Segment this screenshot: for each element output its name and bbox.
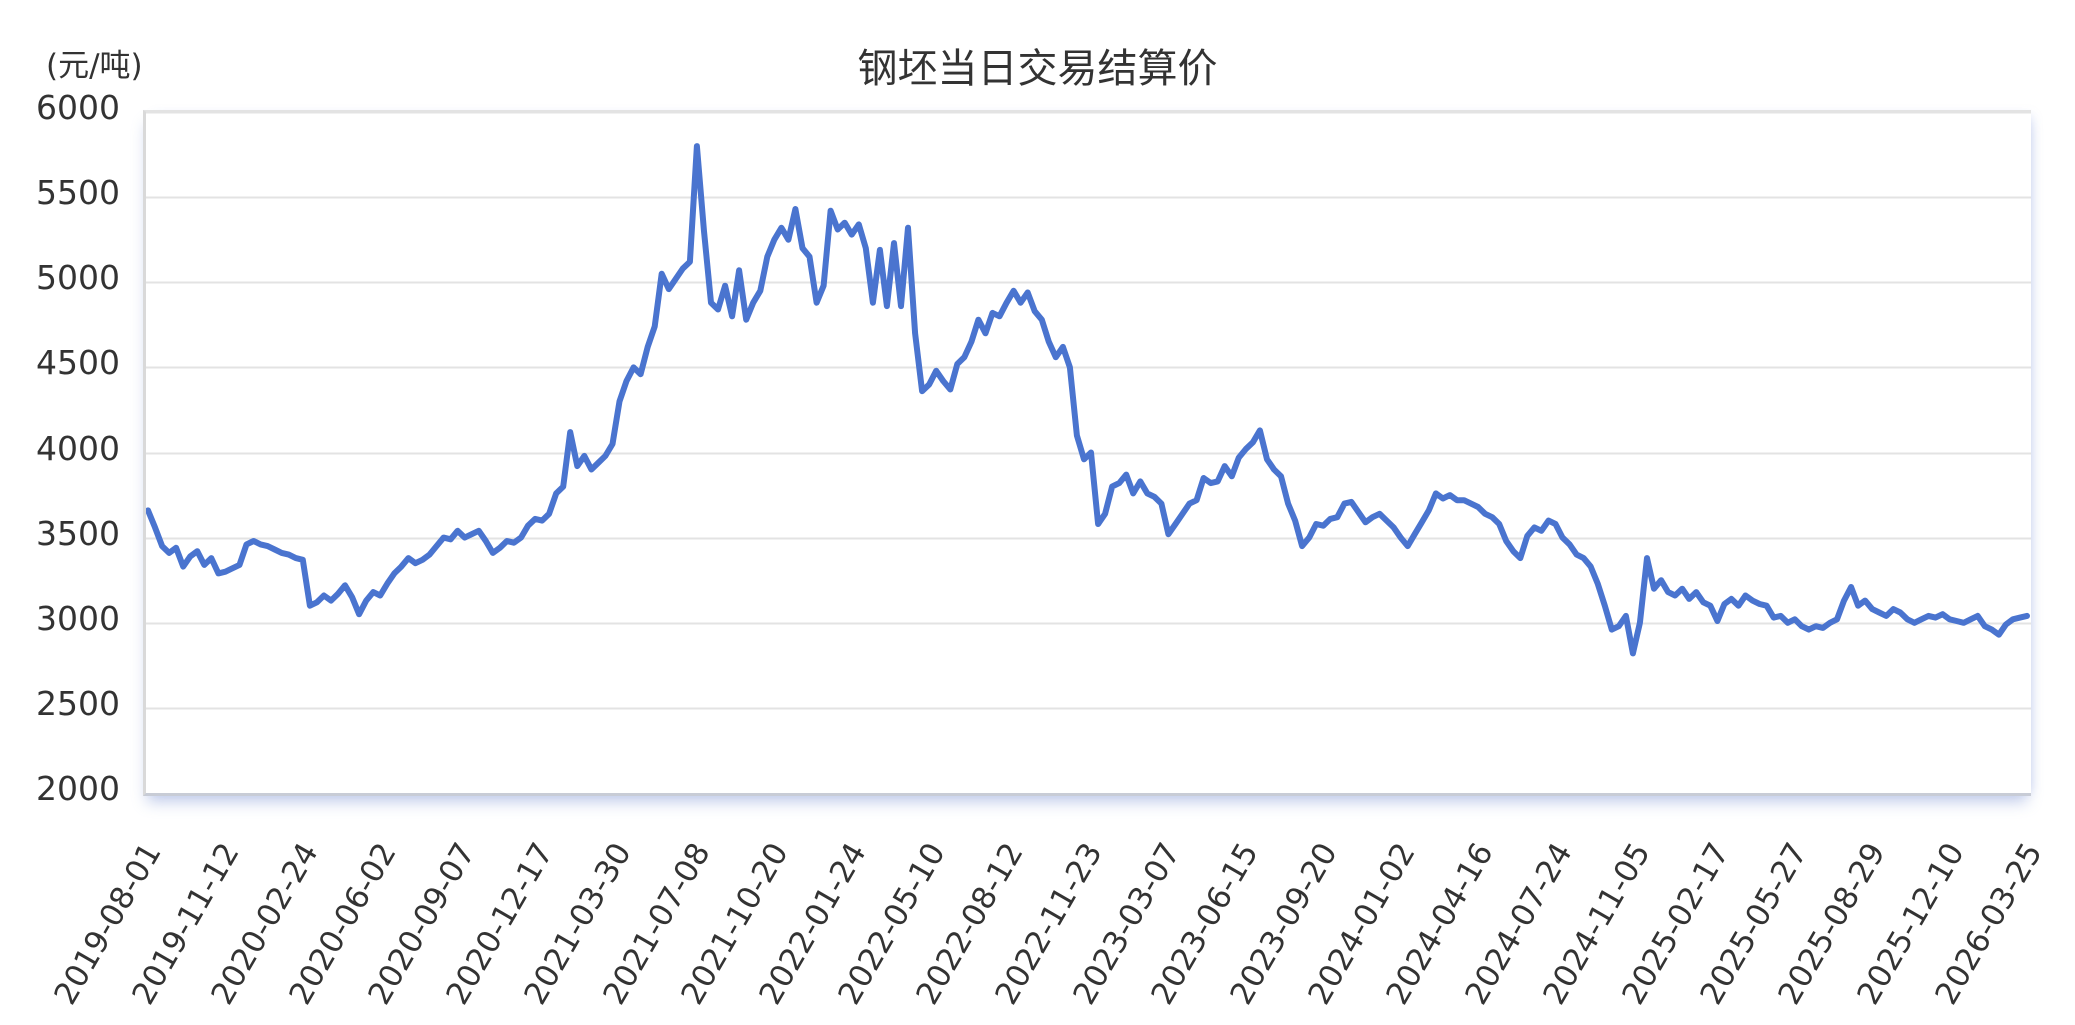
y-tick-label: 5500 bbox=[36, 173, 120, 213]
y-tick-label: 2000 bbox=[36, 769, 120, 808]
plot-area bbox=[143, 110, 2031, 796]
y-tick-label: 2500 bbox=[36, 683, 120, 723]
chart-title: 钢坯当日交易结算价 bbox=[857, 46, 1218, 92]
gridlines bbox=[146, 112, 2031, 710]
y-tick-label: 6000 bbox=[36, 88, 120, 127]
y-tick-label: 3000 bbox=[36, 598, 120, 638]
y-tick-label: 5000 bbox=[36, 258, 120, 298]
price-line-series bbox=[146, 143, 2030, 657]
y-tick-label: 4000 bbox=[36, 428, 120, 468]
y-tick-label: 4500 bbox=[36, 343, 120, 383]
y-tick-label: 3500 bbox=[36, 513, 120, 553]
y-axis-unit-label: (元/吨) bbox=[46, 48, 143, 84]
line-plot bbox=[146, 112, 2031, 710]
